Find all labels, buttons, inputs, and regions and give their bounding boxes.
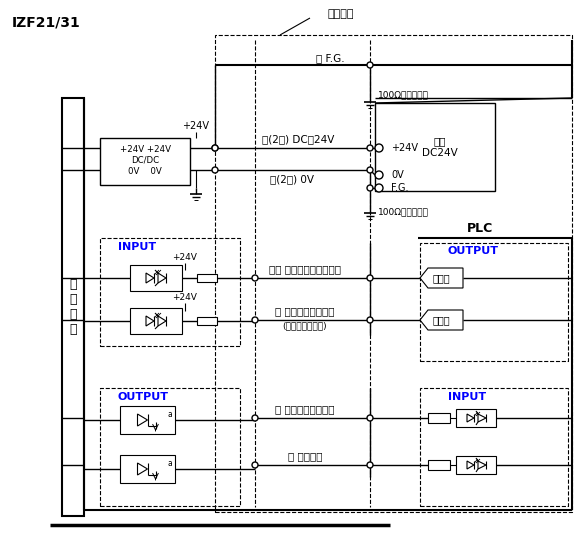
Text: +24V: +24V bbox=[173, 294, 198, 302]
Text: シールド: シールド bbox=[328, 9, 354, 19]
Circle shape bbox=[252, 275, 258, 281]
Circle shape bbox=[367, 317, 373, 323]
Circle shape bbox=[367, 185, 373, 191]
Bar bbox=[456, 456, 496, 474]
Text: 黄 メンテナンス信号: 黄 メンテナンス信号 bbox=[275, 404, 335, 414]
Circle shape bbox=[252, 415, 258, 421]
Text: 茶(2本) DC＋24V: 茶(2本) DC＋24V bbox=[262, 134, 334, 144]
Text: F.G.: F.G. bbox=[391, 183, 409, 193]
Circle shape bbox=[375, 144, 383, 152]
Bar bbox=[62, 98, 84, 516]
Circle shape bbox=[375, 171, 383, 179]
Text: +24V: +24V bbox=[173, 252, 198, 261]
Text: 電源
DC24V: 電源 DC24V bbox=[422, 136, 458, 158]
Text: INPUT: INPUT bbox=[448, 392, 486, 402]
Text: INPUT: INPUT bbox=[118, 242, 156, 252]
Bar bbox=[100, 388, 240, 506]
Text: +24V: +24V bbox=[182, 121, 209, 131]
Text: DC/DC: DC/DC bbox=[131, 156, 159, 164]
Text: (自動清掃搭載時): (自動清掃搭載時) bbox=[283, 322, 327, 331]
Polygon shape bbox=[420, 310, 463, 330]
Circle shape bbox=[212, 145, 218, 151]
Bar bbox=[100, 138, 190, 185]
Bar bbox=[120, 455, 175, 483]
Text: a: a bbox=[167, 459, 172, 468]
Text: 紫 異常信号: 紫 異常信号 bbox=[288, 451, 322, 461]
Text: PLC: PLC bbox=[467, 222, 493, 234]
Bar bbox=[130, 308, 182, 334]
Text: または: または bbox=[433, 273, 451, 283]
Text: +24V: +24V bbox=[391, 143, 418, 153]
Circle shape bbox=[252, 317, 258, 323]
Text: OUTPUT: OUTPUT bbox=[118, 392, 169, 402]
Text: 青(2本) 0V: 青(2本) 0V bbox=[270, 174, 314, 184]
Bar bbox=[456, 409, 496, 427]
Text: 緑 F.G.: 緑 F.G. bbox=[315, 53, 345, 63]
Bar bbox=[100, 238, 240, 346]
Text: 灘 クリーニング信号: 灘 クリーニング信号 bbox=[275, 306, 335, 316]
Bar bbox=[197, 317, 217, 325]
Circle shape bbox=[367, 275, 373, 281]
Circle shape bbox=[375, 184, 383, 192]
Text: 黄緑 イオナイザ停止信号: 黄緑 イオナイザ停止信号 bbox=[269, 264, 341, 274]
Text: a: a bbox=[167, 410, 172, 419]
Polygon shape bbox=[420, 268, 463, 288]
Text: 0V    0V: 0V 0V bbox=[128, 168, 162, 177]
Text: +24V +24V: +24V +24V bbox=[120, 146, 170, 155]
Circle shape bbox=[367, 415, 373, 421]
Bar bbox=[197, 274, 217, 282]
Bar bbox=[428, 413, 450, 423]
Circle shape bbox=[367, 62, 373, 68]
Circle shape bbox=[252, 462, 258, 468]
Bar bbox=[428, 460, 450, 470]
Circle shape bbox=[367, 145, 373, 151]
Circle shape bbox=[367, 462, 373, 468]
Text: OUTPUT: OUTPUT bbox=[448, 246, 499, 256]
Bar bbox=[215, 35, 572, 512]
Bar bbox=[420, 388, 568, 506]
Text: 100Ω以下で接地: 100Ω以下で接地 bbox=[378, 207, 429, 217]
Circle shape bbox=[212, 167, 218, 173]
Text: または: または bbox=[433, 315, 451, 325]
Text: IZF21/31: IZF21/31 bbox=[12, 15, 81, 29]
Bar bbox=[120, 406, 175, 434]
Circle shape bbox=[367, 167, 373, 173]
Text: 内
部
回
路: 内 部 回 路 bbox=[69, 278, 77, 336]
Bar bbox=[420, 243, 568, 361]
Text: 0V: 0V bbox=[391, 170, 404, 180]
Bar bbox=[375, 103, 495, 191]
Circle shape bbox=[212, 145, 218, 151]
Bar bbox=[130, 265, 182, 291]
Text: 100Ω以下で接地: 100Ω以下で接地 bbox=[378, 91, 429, 100]
